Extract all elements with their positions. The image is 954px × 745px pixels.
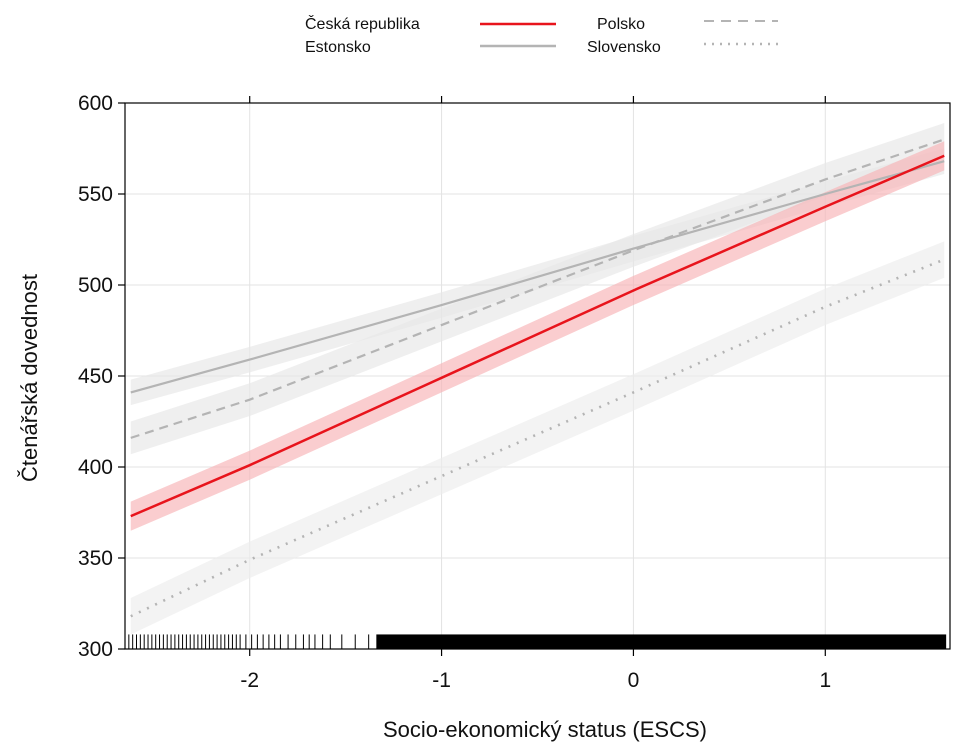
- y-tick-label: 500: [78, 274, 113, 297]
- x-tick-label: -1: [432, 669, 451, 692]
- rug-plot: [128, 634, 947, 649]
- series-line: [130, 160, 945, 394]
- axis-ticks: -2 -1 0 1 300 350 400 450 500 550 600: [78, 92, 831, 692]
- y-tick-label: 550: [78, 183, 113, 206]
- confidence-band: [130, 141, 945, 531]
- y-axis-title: Čtenářská dovednost: [17, 274, 42, 482]
- legend: Česká republika Estonsko Polsko Slovensk…: [305, 14, 778, 56]
- confidence-band: [130, 241, 945, 635]
- x-axis-title: Socio-ekonomický status (ESCS): [383, 717, 707, 742]
- y-tick-label: 400: [78, 456, 113, 479]
- rug-dense-block: [376, 634, 947, 649]
- y-tick-label: 350: [78, 547, 113, 570]
- x-tick-label: -2: [240, 669, 259, 692]
- x-tick-label: 1: [819, 669, 831, 692]
- legend-label-slovensko: Slovensko: [587, 39, 661, 56]
- legend-label-estonsko: Estonsko: [305, 39, 371, 56]
- series-line: [130, 154, 945, 518]
- confidence-band: [130, 123, 945, 455]
- y-tick-label: 600: [78, 92, 113, 115]
- y-tick-label: 300: [78, 638, 113, 661]
- y-tick-label: 450: [78, 365, 113, 388]
- x-tick-label: 0: [628, 669, 640, 692]
- legend-label-ceska-republika: Česká republika: [305, 14, 420, 33]
- series-lines: [130, 138, 945, 618]
- legend-label-polsko: Polsko: [597, 16, 645, 33]
- series-line: [130, 258, 945, 618]
